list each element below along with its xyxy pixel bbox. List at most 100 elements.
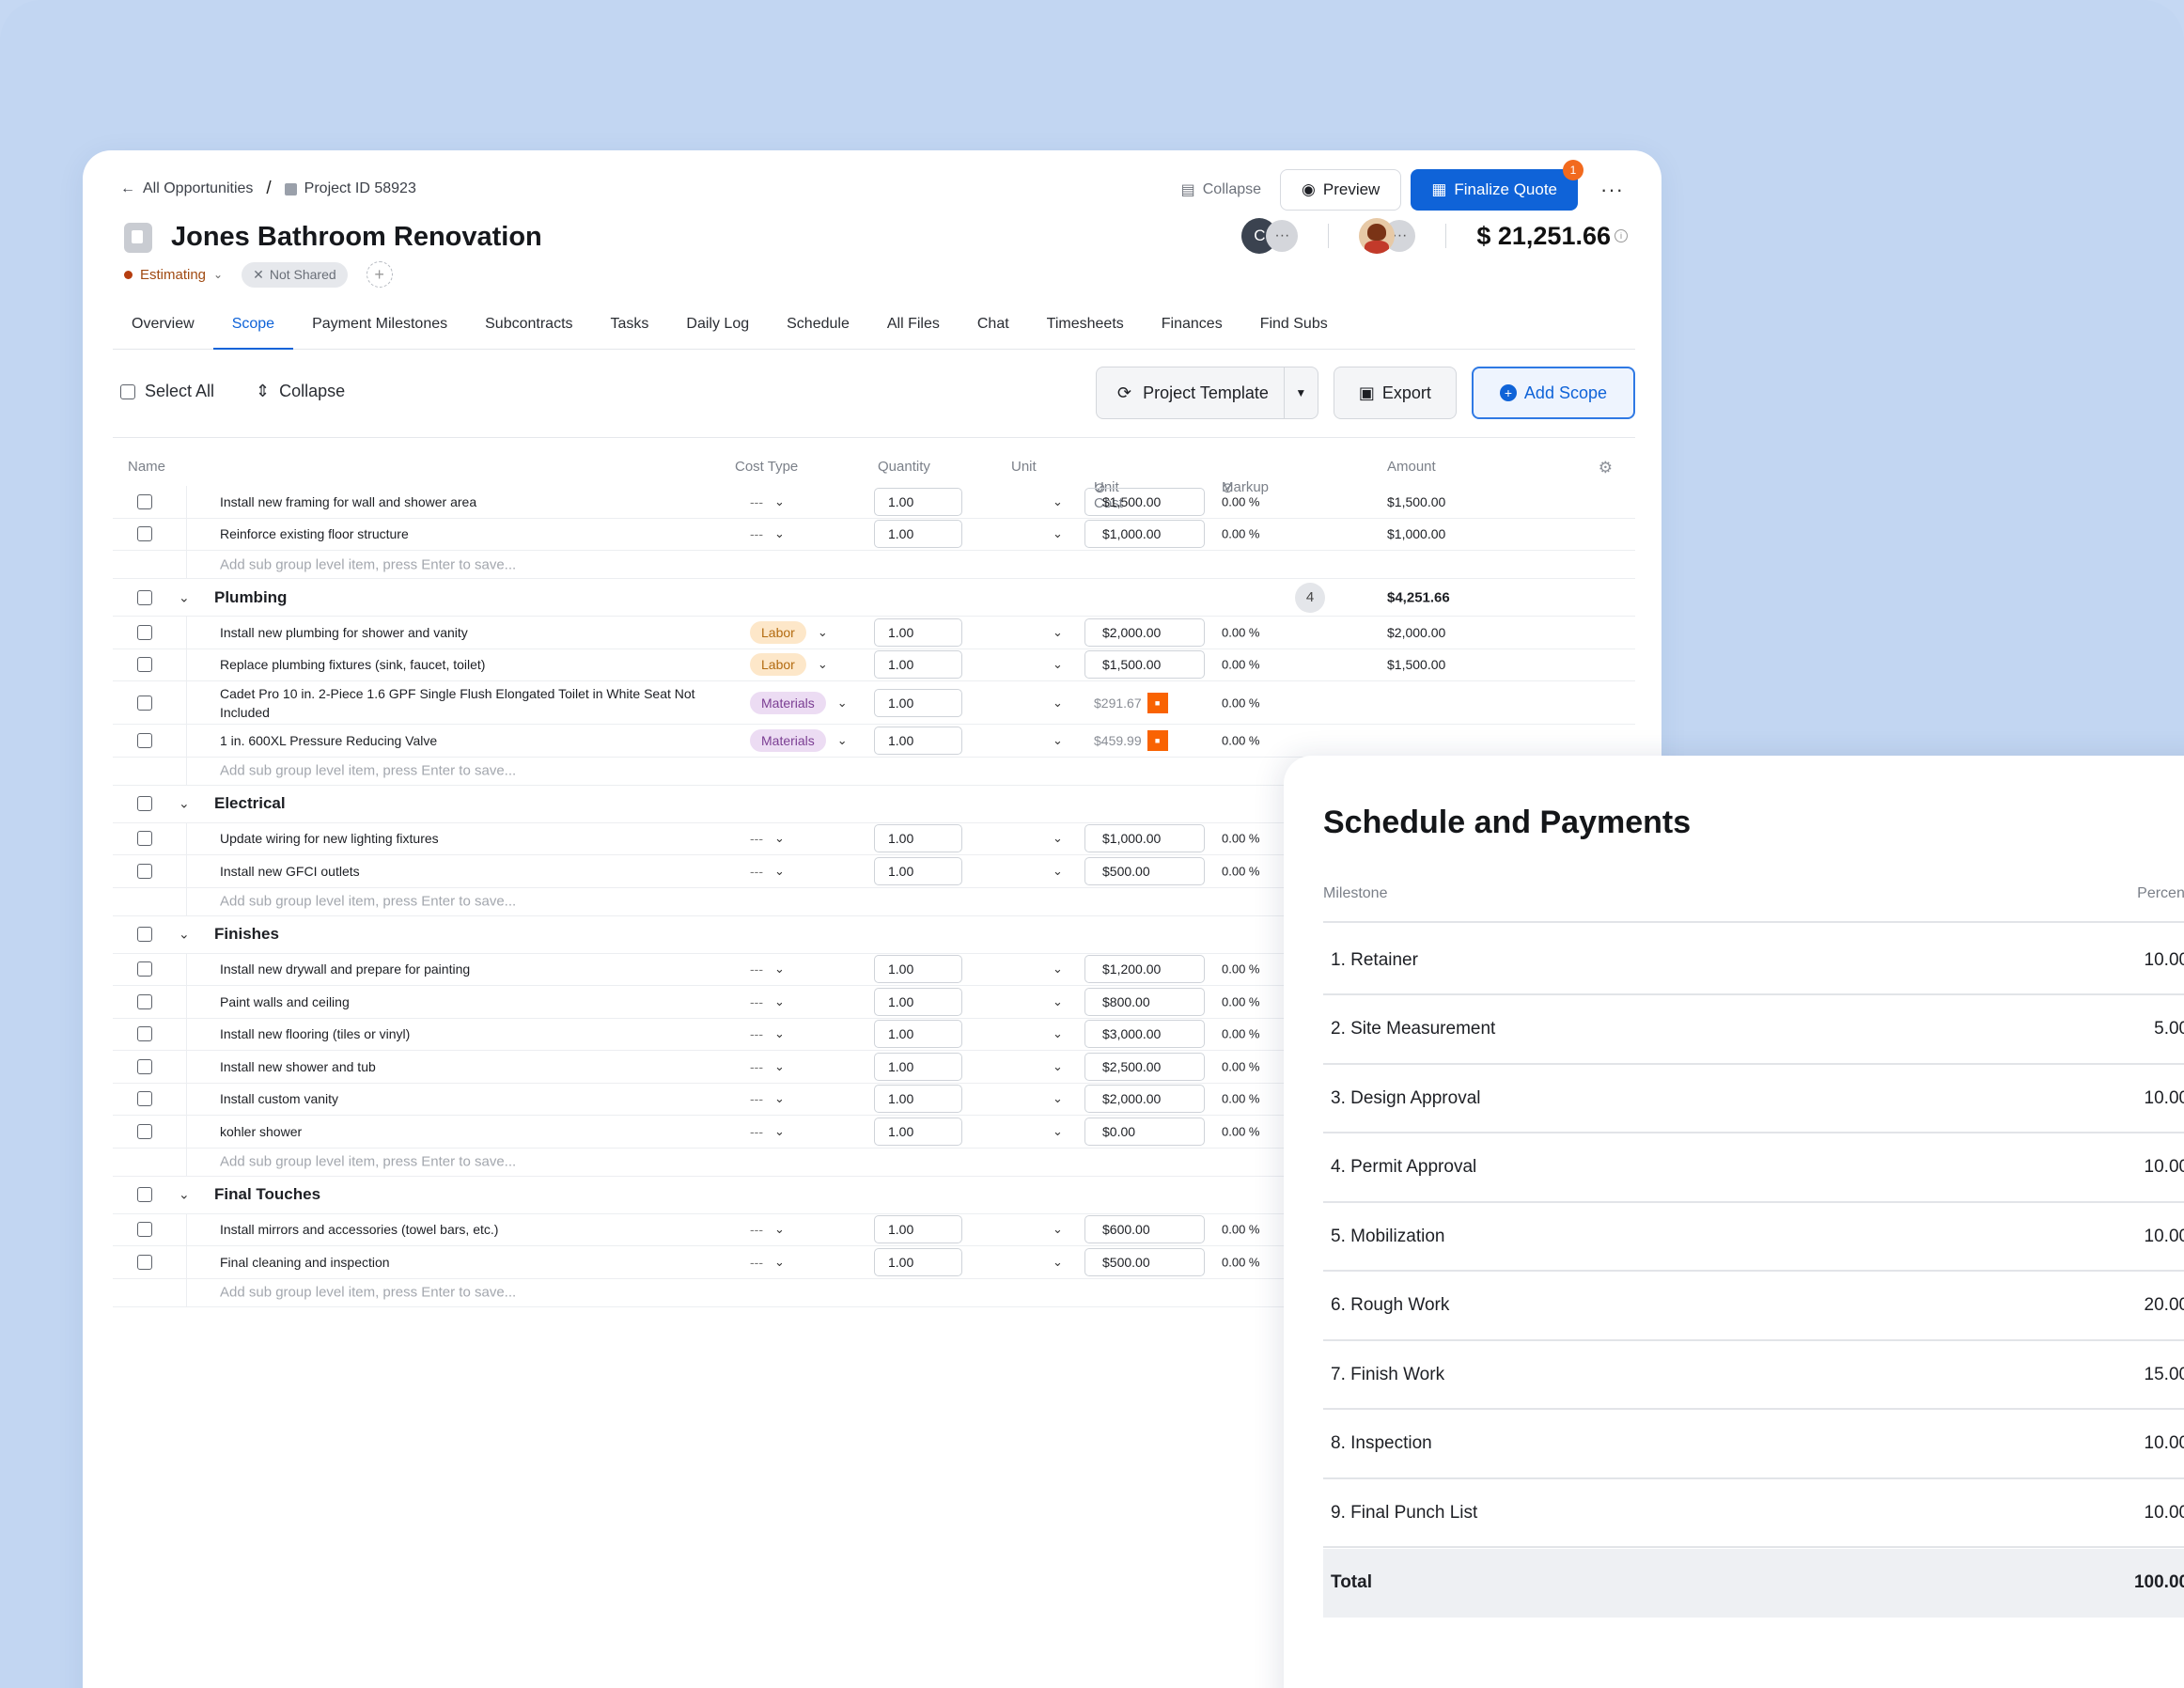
quantity-input[interactable]: 1.00: [874, 955, 962, 984]
client-avatars[interactable]: C ···: [1241, 218, 1299, 254]
cost-type-select[interactable]: --- ⌄: [750, 494, 785, 509]
select-all-checkbox[interactable]: Select All: [120, 382, 214, 401]
cost-type-select[interactable]: --- ⌄: [750, 526, 785, 541]
chevron-down-icon[interactable]: ⌄: [179, 926, 190, 942]
share-status-badge[interactable]: ✕ Not Shared: [242, 261, 348, 288]
quantity-input[interactable]: 1.00: [874, 726, 962, 755]
markup-value[interactable]: 0.00 %: [1222, 1059, 1260, 1074]
collapse-all-button[interactable]: ⇕ Collapse: [256, 382, 345, 401]
unit-select-chevron-icon[interactable]: ⌄: [1053, 1058, 1063, 1073]
quantity-input[interactable]: 1.00: [874, 617, 962, 647]
cost-type-select[interactable]: Labor ⌄: [750, 653, 828, 677]
unit-select-chevron-icon[interactable]: ⌄: [1053, 961, 1063, 977]
item-name[interactable]: Install new flooring (tiles or vinyl): [220, 1026, 411, 1042]
markup-value[interactable]: 0.00 %: [1222, 1222, 1260, 1237]
group-name[interactable]: Electrical: [214, 794, 286, 812]
status-dropdown[interactable]: Estimating ⌄: [124, 267, 223, 283]
gear-icon[interactable]: ⚙: [1598, 459, 1613, 477]
row-checkbox[interactable]: [137, 657, 152, 673]
item-name[interactable]: Replace plumbing fixtures (sink, faucet,…: [220, 657, 486, 673]
unit-cost-input[interactable]: $500.00: [1084, 856, 1205, 885]
team-avatars[interactable]: ···: [1359, 218, 1416, 254]
tab-finances[interactable]: Finances: [1161, 316, 1223, 332]
row-checkbox[interactable]: [137, 624, 152, 640]
markup-value[interactable]: 0.00 %: [1222, 831, 1260, 846]
export-button[interactable]: ▣ Export: [1333, 367, 1457, 419]
tab-scope[interactable]: Scope: [212, 312, 294, 350]
markup-value[interactable]: 0.00 %: [1222, 494, 1260, 509]
group-name[interactable]: Finishes: [214, 925, 279, 943]
group-checkbox[interactable]: [137, 796, 152, 811]
markup-value[interactable]: 0.00 %: [1222, 625, 1260, 640]
row-checkbox[interactable]: [137, 993, 152, 1009]
unit-cost-input[interactable]: $1,500.00: [1084, 487, 1205, 516]
row-checkbox[interactable]: [137, 1222, 152, 1238]
cost-type-select[interactable]: --- ⌄: [750, 864, 785, 879]
tab-all-files[interactable]: All Files: [886, 316, 940, 332]
unit-select-chevron-icon[interactable]: ⌄: [1053, 732, 1063, 747]
item-name[interactable]: Install new GFCI outlets: [220, 863, 360, 879]
cost-type-select[interactable]: Materials ⌄: [750, 728, 848, 752]
tab-find-subs[interactable]: Find Subs: [1259, 316, 1328, 332]
unit-cost-input[interactable]: $2,500.00: [1084, 1052, 1205, 1081]
group-name[interactable]: Final Touches: [214, 1185, 321, 1203]
quantity-input[interactable]: 1.00: [874, 520, 962, 549]
unit-select-chevron-icon[interactable]: ⌄: [1053, 657, 1063, 672]
item-name[interactable]: Install new drywall and prepare for pain…: [220, 961, 471, 977]
chevron-down-icon[interactable]: ⌄: [179, 1186, 190, 1202]
item-name[interactable]: Cadet Pro 10 in. 2-Piece 1.6 GPF Single …: [220, 685, 695, 720]
markup-value[interactable]: 0.00 %: [1222, 1255, 1260, 1270]
breadcrumb-back-link[interactable]: ← All Opportunities: [120, 180, 253, 197]
breadcrumb-project[interactable]: Project ID 58923: [284, 180, 416, 197]
finalize-quote-button[interactable]: ▦ Finalize Quote 1: [1411, 160, 1584, 211]
tab-subcontracts[interactable]: Subcontracts: [485, 316, 573, 332]
item-name[interactable]: Install new framing for wall and shower …: [220, 493, 477, 509]
add-tag-button[interactable]: +: [366, 261, 393, 288]
item-name[interactable]: Reinforce existing floor structure: [220, 526, 409, 542]
unit-select-chevron-icon[interactable]: ⌄: [1053, 624, 1063, 639]
quantity-input[interactable]: 1.00: [874, 487, 962, 516]
row-checkbox[interactable]: [137, 732, 152, 748]
cost-type-select[interactable]: --- ⌄: [750, 1222, 785, 1237]
collapse-header-button[interactable]: ▤ Collapse: [1181, 180, 1261, 199]
unit-cost-input[interactable]: $800.00: [1084, 987, 1205, 1016]
quantity-input[interactable]: 1.00: [874, 856, 962, 885]
chevron-down-icon[interactable]: ⌄: [179, 795, 190, 811]
item-name[interactable]: Final cleaning and inspection: [220, 1254, 390, 1270]
item-name[interactable]: Install mirrors and accessories (towel b…: [220, 1222, 499, 1238]
checkbox[interactable]: [120, 383, 135, 399]
unit-cost-input[interactable]: $500.00: [1084, 1247, 1205, 1276]
row-checkbox[interactable]: [137, 1091, 152, 1107]
markup-value[interactable]: 0.00 %: [1222, 994, 1260, 1009]
cost-type-select[interactable]: --- ⌄: [750, 1124, 785, 1139]
group-checkbox[interactable]: [137, 589, 152, 605]
tab-tasks[interactable]: Tasks: [610, 316, 649, 332]
row-checkbox[interactable]: [137, 863, 152, 879]
cost-type-select[interactable]: --- ⌄: [750, 1255, 785, 1270]
unit-select-chevron-icon[interactable]: ⌄: [1053, 1026, 1063, 1041]
row-checkbox[interactable]: [137, 831, 152, 847]
row-checkbox[interactable]: [137, 1058, 152, 1074]
cost-type-select[interactable]: --- ⌄: [750, 1059, 785, 1074]
add-item-input[interactable]: Add sub group level item, press Enter to…: [220, 893, 517, 910]
markup-value[interactable]: 0.00 %: [1222, 864, 1260, 879]
row-checkbox[interactable]: [137, 1123, 152, 1139]
unit-select-chevron-icon[interactable]: ⌄: [1053, 695, 1063, 710]
item-name[interactable]: Paint walls and ceiling: [220, 993, 350, 1009]
unit-select-chevron-icon[interactable]: ⌄: [1053, 993, 1063, 1008]
markup-value[interactable]: 0.00 %: [1222, 733, 1260, 748]
preview-button[interactable]: ◉ Preview: [1280, 169, 1402, 211]
project-template-button[interactable]: ⟳ Project Template ▼: [1096, 367, 1318, 419]
markup-value[interactable]: 0.00 %: [1222, 961, 1260, 977]
markup-value[interactable]: 0.00 %: [1222, 526, 1260, 541]
unit-select-chevron-icon[interactable]: ⌄: [1053, 1091, 1063, 1106]
group-checkbox[interactable]: [137, 927, 152, 942]
add-item-input[interactable]: Add sub group level item, press Enter to…: [220, 1284, 517, 1301]
tab-overview[interactable]: Overview: [132, 316, 195, 332]
unit-cost-input[interactable]: $1,000.00: [1084, 520, 1205, 549]
unit-cost-linked[interactable]: $459.99 ■: [1094, 729, 1168, 751]
unit-cost-input[interactable]: $2,000.00: [1084, 617, 1205, 647]
row-checkbox[interactable]: [137, 695, 152, 711]
quantity-input[interactable]: 1.00: [874, 650, 962, 680]
unit-select-chevron-icon[interactable]: ⌄: [1053, 1123, 1063, 1138]
